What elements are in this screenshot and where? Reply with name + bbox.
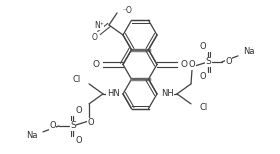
Text: O: O: [199, 72, 206, 81]
Text: O: O: [88, 118, 94, 127]
Text: Cl: Cl: [73, 75, 81, 84]
Text: O: O: [225, 57, 232, 66]
Text: O: O: [92, 60, 99, 69]
Text: O: O: [181, 60, 188, 69]
Text: Na: Na: [243, 47, 255, 56]
Text: O: O: [92, 32, 98, 41]
Text: ⁻O: ⁻O: [122, 6, 132, 14]
Text: HN: HN: [107, 89, 119, 98]
Text: S: S: [205, 57, 211, 66]
Text: NH: NH: [161, 89, 173, 98]
Text: O: O: [199, 42, 206, 51]
Text: O: O: [49, 121, 56, 130]
Text: S: S: [70, 121, 76, 130]
Text: O: O: [189, 60, 195, 69]
Text: N⁺: N⁺: [94, 20, 104, 30]
Text: O: O: [75, 136, 82, 145]
Text: Na: Na: [27, 131, 38, 140]
Text: O: O: [75, 106, 82, 115]
Text: Cl: Cl: [199, 103, 207, 112]
